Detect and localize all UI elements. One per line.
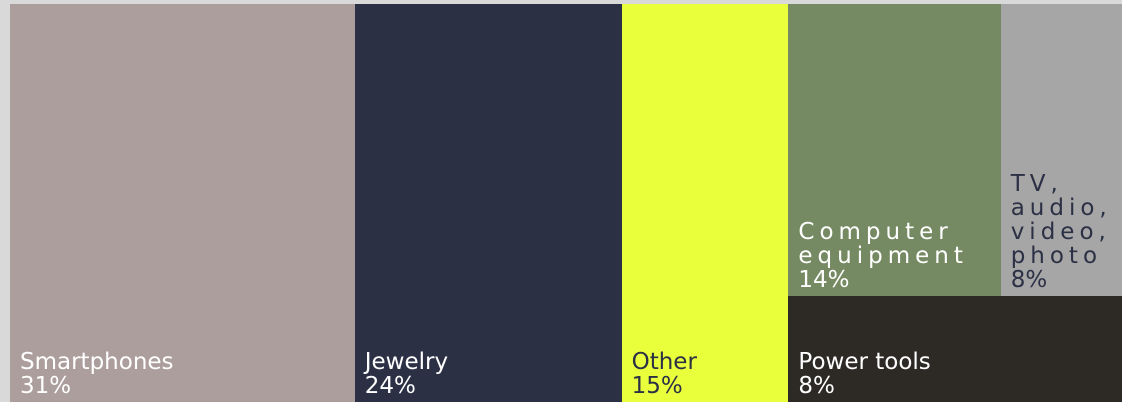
tile-computer-equipment: Computer equipment 14% <box>788 4 1001 296</box>
label-tv-audio-video-photo: TV, audio, video, photo 8% <box>1011 172 1121 292</box>
name-smartphones: Smartphones <box>20 349 174 375</box>
value-power-tools: 8% <box>798 372 835 399</box>
name-tv-audio-video-photo: TV, audio, video, photo <box>1010 170 1112 269</box>
label-smartphones: Smartphones 31% <box>20 350 174 398</box>
label-other: Other 15% <box>632 350 697 398</box>
tile-other: Other 15% <box>621 4 789 402</box>
label-computer-equipment: Computer equipment 14% <box>798 220 978 292</box>
value-tv-audio-video-photo: 8% <box>1010 266 1048 293</box>
name-jewelry: Jewelry <box>364 349 449 375</box>
tile-power-tools: Power tools 8% <box>788 295 1122 402</box>
value-computer-equipment: 14% <box>798 266 850 293</box>
tile-jewelry: Jewelry 24% <box>354 4 622 402</box>
treemap-chart: Smartphones 31% Jewelry 24% Other 15% Co… <box>10 4 1122 402</box>
value-smartphones: 31% <box>20 373 72 399</box>
tile-tv-audio-video-photo: TV, audio, video, photo 8% <box>1000 4 1122 296</box>
value-other: 15% <box>631 373 683 399</box>
name-power-tools: Power tools <box>798 348 931 375</box>
value-jewelry: 24% <box>364 373 416 399</box>
label-power-tools: Power tools 8% <box>798 350 930 398</box>
name-computer-equipment: Computer equipment <box>798 218 968 269</box>
tile-smartphones: Smartphones 31% <box>10 4 355 402</box>
name-other: Other <box>631 349 697 375</box>
label-jewelry: Jewelry 24% <box>365 350 448 398</box>
